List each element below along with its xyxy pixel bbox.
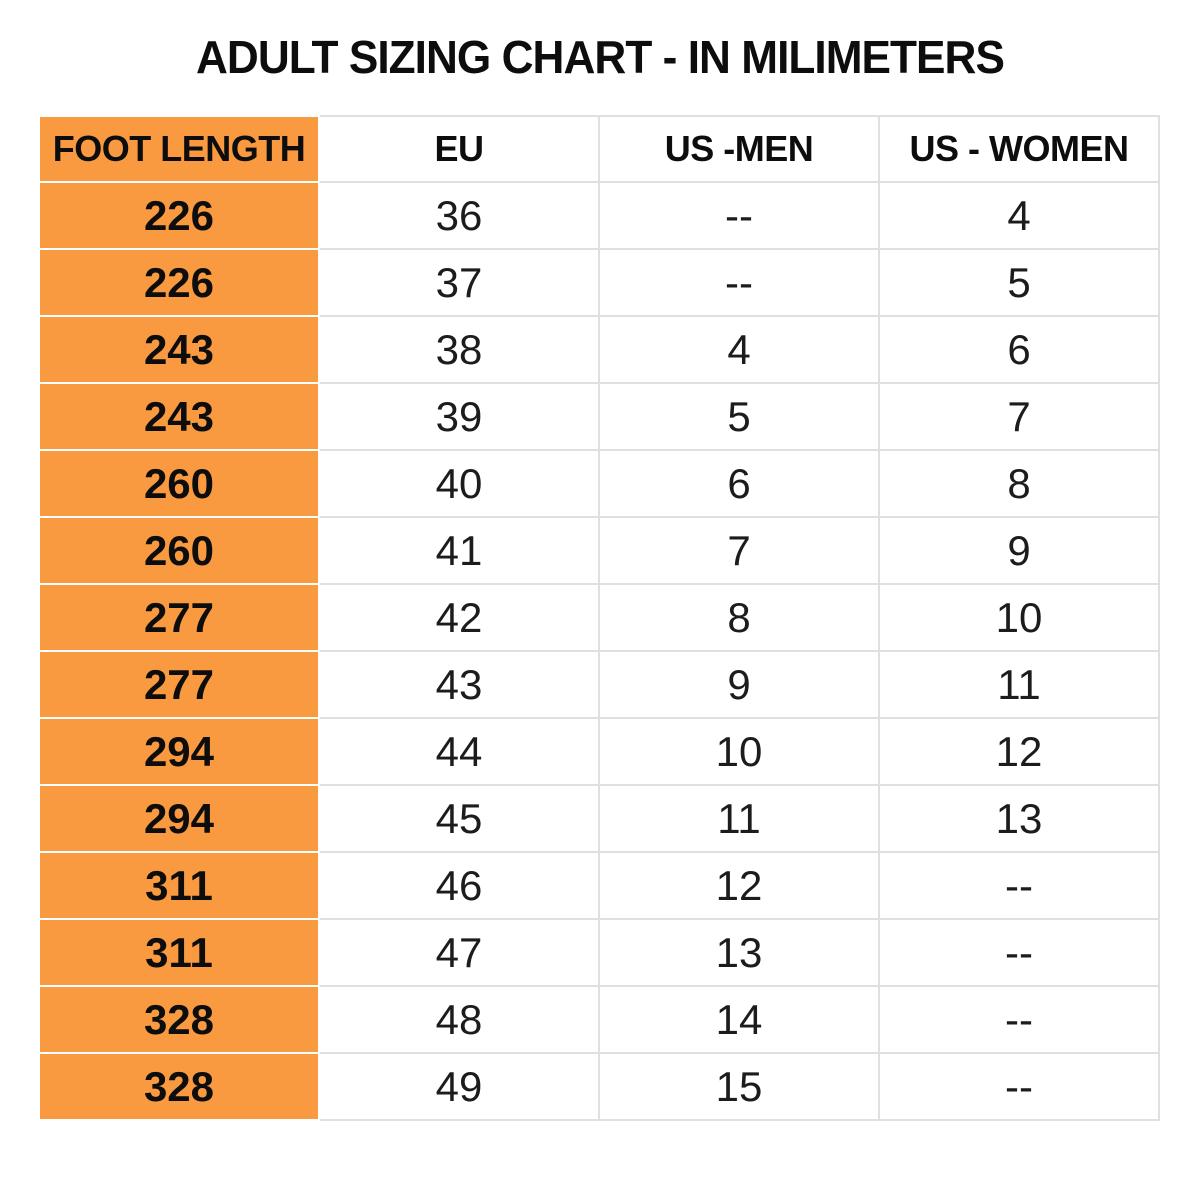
us-men-cell: 10 — [598, 717, 880, 786]
eu-cell: 38 — [318, 315, 600, 384]
foot-length-cell: 226 — [38, 248, 320, 317]
us-women-cell: 4 — [878, 181, 1160, 250]
us-women-cell: 7 — [878, 382, 1160, 451]
us-women-cell: -- — [878, 851, 1160, 920]
eu-cell: 45 — [318, 784, 600, 853]
table-row: 328 49 15 -- — [38, 1052, 1160, 1121]
header-us-women: US - WOMEN — [878, 115, 1160, 183]
table-row: 260 40 6 8 — [38, 449, 1160, 518]
table-row: 328 48 14 -- — [38, 985, 1160, 1054]
table-header: FOOT LENGTH EU US -MEN US - WOMEN — [38, 115, 1160, 183]
eu-cell: 43 — [318, 650, 600, 719]
table-row: 226 36 -- 4 — [38, 181, 1160, 250]
eu-cell: 48 — [318, 985, 600, 1054]
eu-cell: 42 — [318, 583, 600, 652]
eu-cell: 39 — [318, 382, 600, 451]
us-men-cell: 4 — [598, 315, 880, 384]
table-body: 226 36 -- 4 226 37 -- 5 243 38 4 6 243 39 5 7 260 40 6 8 260… — [38, 181, 1160, 1121]
table-row: 294 44 10 12 — [38, 717, 1160, 786]
us-women-cell: 12 — [878, 717, 1160, 786]
us-women-cell: 9 — [878, 516, 1160, 585]
us-men-cell: 14 — [598, 985, 880, 1054]
foot-length-cell: 243 — [38, 315, 320, 384]
eu-cell: 49 — [318, 1052, 600, 1121]
table-row: 277 43 9 11 — [38, 650, 1160, 719]
us-men-cell: 7 — [598, 516, 880, 585]
eu-cell: 44 — [318, 717, 600, 786]
foot-length-cell: 311 — [38, 918, 320, 987]
eu-cell: 36 — [318, 181, 600, 250]
us-women-cell: -- — [878, 985, 1160, 1054]
page-title: ADULT SIZING CHART - IN MILIMETERS — [196, 31, 1005, 83]
foot-length-cell: 243 — [38, 382, 320, 451]
eu-cell: 46 — [318, 851, 600, 920]
eu-cell: 41 — [318, 516, 600, 585]
foot-length-cell: 277 — [38, 583, 320, 652]
us-men-cell: 9 — [598, 650, 880, 719]
table-row: 243 38 4 6 — [38, 315, 1160, 384]
table-row: 277 42 8 10 — [38, 583, 1160, 652]
us-men-cell: -- — [598, 181, 880, 250]
us-women-cell: -- — [878, 918, 1160, 987]
table-row: 311 46 12 -- — [38, 851, 1160, 920]
us-women-cell: 6 — [878, 315, 1160, 384]
header-foot-length: FOOT LENGTH — [38, 115, 320, 183]
sizing-table: FOOT LENGTH EU US -MEN US - WOMEN 226 36-… — [38, 115, 1160, 1121]
us-women-cell: 10 — [878, 583, 1160, 652]
foot-length-cell: 311 — [38, 851, 320, 920]
us-women-cell: 11 — [878, 650, 1160, 719]
us-men-cell: 15 — [598, 1052, 880, 1121]
us-men-cell: 5 — [598, 382, 880, 451]
foot-length-cell: 328 — [38, 985, 320, 1054]
us-men-cell: 8 — [598, 583, 880, 652]
foot-length-cell: 294 — [38, 717, 320, 786]
eu-cell: 47 — [318, 918, 600, 987]
foot-length-cell: 328 — [38, 1052, 320, 1121]
us-men-cell: 13 — [598, 918, 880, 987]
header-row: FOOT LENGTH EU US -MEN US - WOMEN — [38, 115, 1160, 183]
table-row: 260 41 7 9 — [38, 516, 1160, 585]
us-men-cell: 12 — [598, 851, 880, 920]
us-women-cell: 13 — [878, 784, 1160, 853]
us-women-cell: 5 — [878, 248, 1160, 317]
foot-length-cell: 260 — [38, 516, 320, 585]
us-men-cell: 11 — [598, 784, 880, 853]
table-row: 294 45 11 13 — [38, 784, 1160, 853]
us-women-cell: 8 — [878, 449, 1160, 518]
header-eu: EU — [318, 115, 600, 183]
table-row: 226 37 -- 5 — [38, 248, 1160, 317]
us-men-cell: -- — [598, 248, 880, 317]
foot-length-cell: 226 — [38, 181, 320, 250]
us-women-cell: -- — [878, 1052, 1160, 1121]
table-row: 243 39 5 7 — [38, 382, 1160, 451]
header-us-men: US -MEN — [598, 115, 880, 183]
foot-length-cell: 260 — [38, 449, 320, 518]
eu-cell: 37 — [318, 248, 600, 317]
table-row: 311 47 13 -- — [38, 918, 1160, 987]
eu-cell: 40 — [318, 449, 600, 518]
us-men-cell: 6 — [598, 449, 880, 518]
foot-length-cell: 277 — [38, 650, 320, 719]
foot-length-cell: 294 — [38, 784, 320, 853]
